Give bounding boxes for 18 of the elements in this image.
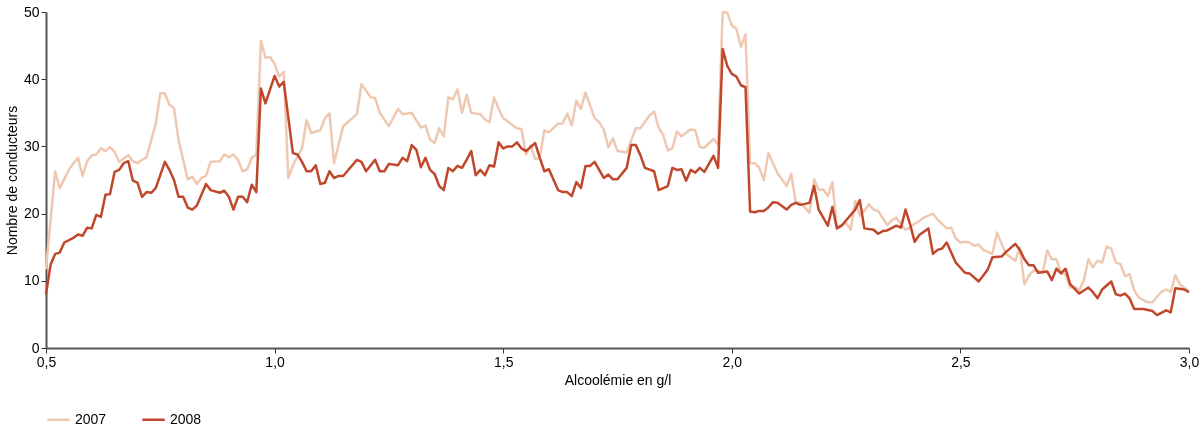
y-axis-title: Nombre de conducteurs	[3, 105, 20, 256]
y-tick-label: 40	[23, 70, 40, 87]
x-tick-label: 2,5	[951, 353, 971, 370]
y-tick-label: 20	[23, 205, 40, 222]
x-tick-label: 1,0	[265, 353, 286, 370]
x-tick-label: 1,5	[493, 353, 514, 370]
line-series	[44, 10, 1191, 304]
legend-label: 2007	[75, 410, 107, 427]
x-axis-title: Alcoolémie en g/l	[564, 371, 672, 388]
legend-label: 2008	[170, 410, 202, 427]
x-tick-label: 0,5	[36, 353, 57, 370]
y-tick-label: 0	[31, 339, 40, 356]
x-tick-label: 2,0	[722, 353, 743, 370]
x-tick-label: 3,0	[1179, 353, 1200, 370]
line-series	[44, 47, 1191, 317]
y-tick-label: 30	[23, 137, 40, 154]
y-tick-label: 50	[23, 3, 40, 20]
y-tick-label: 10	[23, 272, 40, 289]
